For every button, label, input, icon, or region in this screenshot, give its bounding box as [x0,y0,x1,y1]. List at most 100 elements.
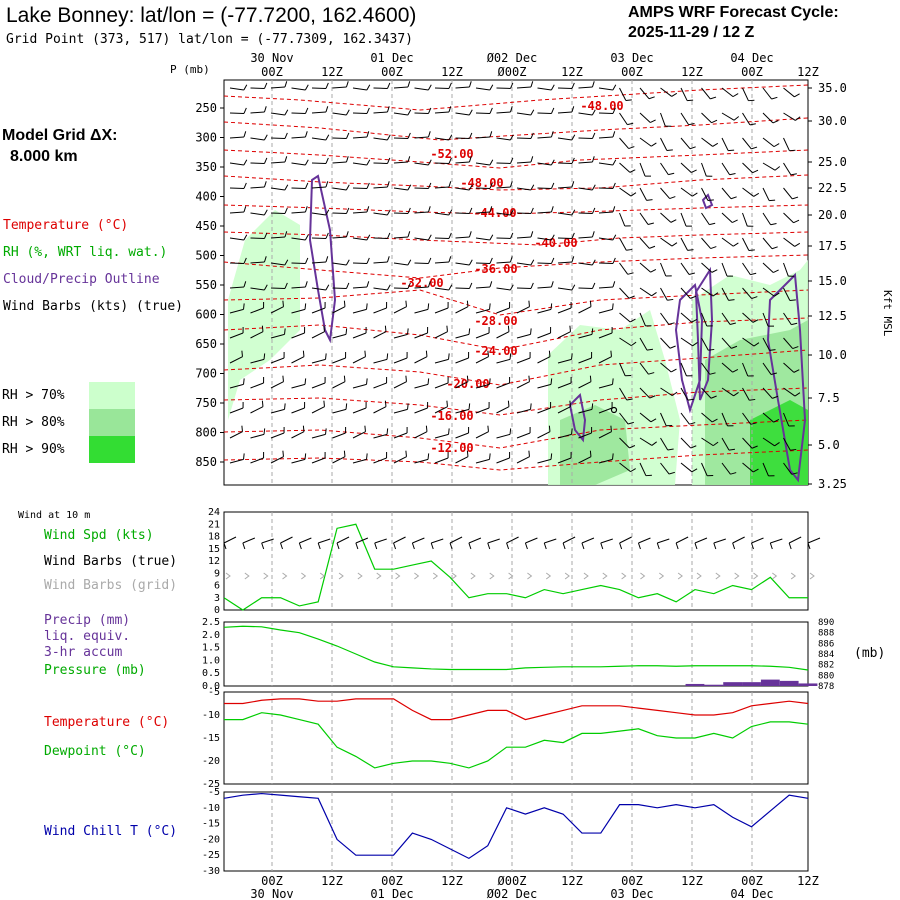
wind-barb-shaft [393,333,408,339]
wind-barb-flag [305,182,309,189]
wind-barb-flag [366,257,370,264]
wind-barb-flag [591,231,595,238]
wind-barb-flag [386,209,391,216]
surface-wind-barb [675,536,689,544]
forecast-cycle-value: 2025-11-29 / 12 Z [628,24,755,41]
wind-barb-shaft [762,312,769,327]
wind-barb-shaft [352,286,368,289]
wind-barb-shaft [434,331,448,339]
wind-barb-flag [629,169,636,173]
wind-barb-shaft [475,136,491,139]
wind-barb-shaft [455,357,469,364]
wind-barb-flag [571,232,575,239]
wind-barb-flag [448,428,450,435]
wind-barb-flag [773,269,779,273]
wind-barb-flag [386,284,391,291]
bottom-hour-label: 00Z [741,874,763,888]
wind-barb-flag [550,453,553,460]
wind-barb-flag [729,173,736,176]
wind-barb-flag [630,192,637,197]
wind-barb-shaft [639,87,650,100]
wind-barb-shaft [373,457,387,464]
wind-barb-flag [730,472,737,475]
pressure-tick-label: 700 [195,367,217,381]
wind-barb-shaft [516,112,531,116]
wind-barb-shaft [578,432,592,439]
precip-bar [704,684,724,686]
wind-barb-flag [649,245,656,249]
wind-barb-shaft [414,211,429,214]
wind-barb-flag [427,234,432,241]
wind-barb-flag [612,257,616,264]
wind-at-10m-label: Wind at 10 m [18,510,91,521]
wind-barb-flag [530,184,535,191]
wind-barb-shaft [270,333,285,339]
wind-barb-flag [386,353,389,360]
surface-wind-barb [280,536,293,544]
temperature-tick: -20 [202,756,220,767]
wind-barb-flag [366,303,368,310]
top-date-label: 01 Dec [370,51,413,65]
bottom-date-label: 03 Dec [610,887,653,900]
wind-barb-flag [386,134,391,141]
wind-barb-shaft [496,307,510,314]
wind-barb-shaft [332,112,347,116]
wind-barb-shaft [742,312,754,323]
wind-barb-flag [710,246,717,250]
wind-barb-flag [612,378,614,385]
wind-barb-shaft [373,111,388,114]
wind-barb-shaft [332,381,346,389]
legend-rh: RH (%, WRT liq. wat.) [3,245,168,260]
wind-barb-flag [325,134,330,141]
pressure-tick-label: 300 [195,131,217,145]
wind-barb-shaft [455,306,469,314]
wind-barb-flag [366,182,370,189]
wind-barb-flag [407,132,411,139]
wind-barb-shaft [352,211,368,214]
wind-barb-flag [692,192,698,197]
wind-barb-flag [346,207,350,214]
cloud-outline [568,392,587,443]
wind-barb-flag [530,207,534,214]
wind-barb-flag [243,378,245,385]
wind-barb-shaft [270,306,284,314]
wind-barb-flag [612,303,614,310]
wind-barb-flag [592,282,596,289]
wind-barb-flag [366,159,371,166]
wind-barb-shaft [291,407,305,414]
grid-wind-barb [696,572,702,580]
wind-barb-flag [405,375,407,382]
top-date-label: 03 Dec [610,51,653,65]
wind-barb-shaft [639,387,651,399]
wind-barb-shaft [414,431,428,439]
grid-wind-barb [621,572,627,580]
wind-barb-flag [591,156,595,163]
wind-speed-tick: 21 [208,519,220,530]
bottom-hour-label: 00Z [261,874,283,888]
wind-barb-flag [646,199,653,201]
wind-barb-shaft [721,362,733,373]
wind-barb-flag [569,400,571,407]
surface-wind-barb [544,538,557,544]
wind-barb-shaft [680,162,692,173]
wind-barb-shaft [352,431,366,439]
top-hour-label: 12Z [321,65,343,79]
wind-barb-flag [305,257,309,264]
wind-barb-shaft [373,406,387,414]
wind-barb-flag [690,295,697,299]
wind-barb-shaft [434,137,449,141]
wind-barb-flag [243,107,247,114]
wind-barb-shaft [598,237,613,241]
wind-barb-flag [243,206,247,213]
wind-barb-flag [282,375,284,382]
wind-barb-flag [428,107,432,114]
wind-barb-shaft [434,433,449,439]
surface-wind-barb-flag [788,542,792,550]
wind-barb-shaft [496,433,511,439]
wind-barb-shaft [742,137,752,150]
wind-panel-frame [223,511,809,611]
wind-barb-flag [667,298,674,301]
wind-barb-flag [627,421,635,425]
wind-barb-shaft [414,162,429,166]
station-title: Lake Bonney: lat/lon = (-77.7200, 162.46… [6,4,417,27]
